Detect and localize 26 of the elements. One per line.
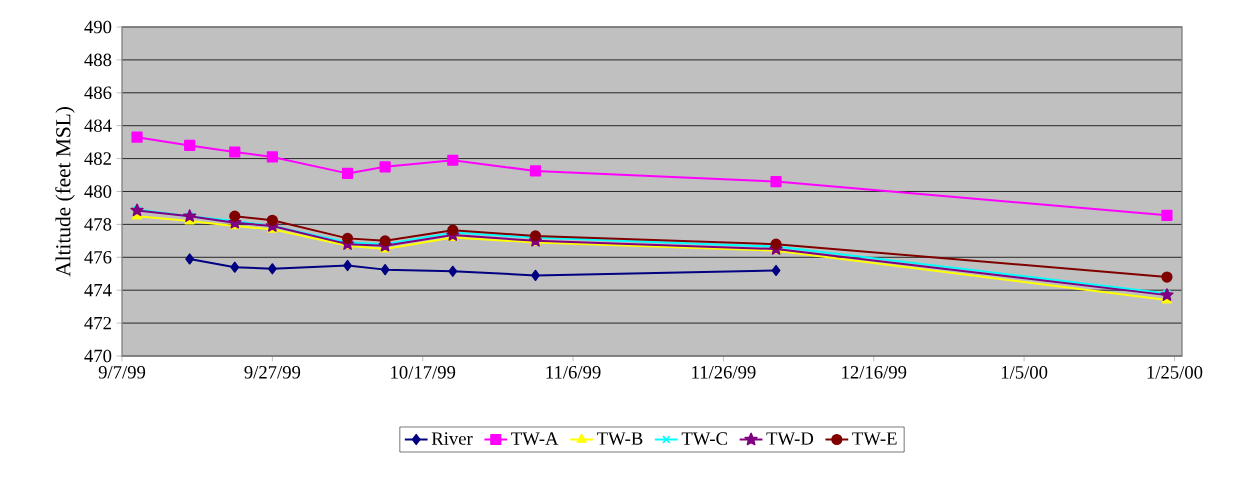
x-tick-label: 11/6/99 [546,366,601,379]
legend-label: TW-D [766,432,814,445]
x-tick-label: 12/16/99 [842,366,907,379]
y-axis-title: Altitude (feet MSL) [55,107,75,277]
y-tick-label: 488 [84,53,112,67]
y-tick-label: 490 [84,20,112,34]
legend-label: TW-C [681,432,727,445]
legend-label: TW-E [852,432,897,445]
legend-label: River [431,432,473,445]
legend-label: TW-A [511,432,559,445]
y-tick-label: 476 [84,251,112,264]
x-tick-label: 1/25/00 [1147,366,1203,379]
y-tick-label: 474 [84,284,112,297]
y-tick-label: 480 [84,185,112,198]
x-tick-label: 9/27/99 [244,366,301,379]
legend-label: TW-B [596,432,643,445]
x-tick-label: 9/7/99 [98,366,146,379]
y-tick-label: 482 [84,152,111,165]
x-tick-label: 11/26/99 [692,366,756,379]
y-tick-label: 470 [84,349,112,363]
y-tick-label: 472 [84,316,111,330]
y-tick-label: 478 [84,218,112,231]
y-tick-label: 484 [84,119,112,132]
x-tick-label: 10/17/99 [391,366,456,379]
y-tick-label: 486 [84,86,112,100]
x-tick-label: 1/5/00 [1001,366,1048,379]
